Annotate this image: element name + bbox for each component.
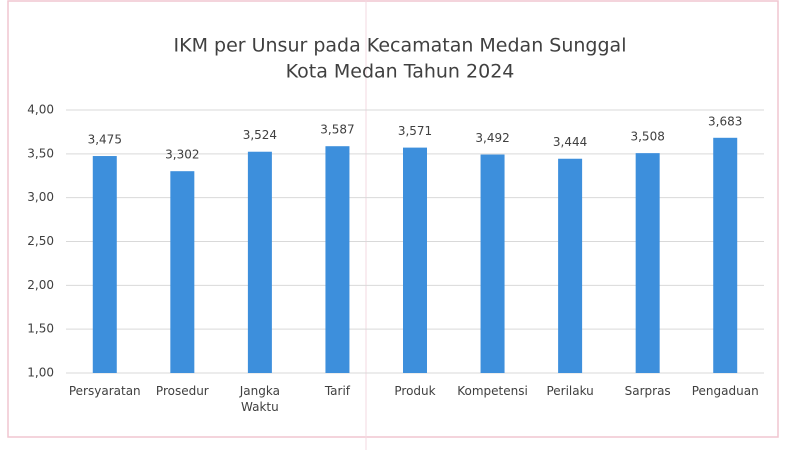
x-tick-label: Persyaratan [68, 384, 141, 398]
y-tick-label: 1,50 [27, 322, 54, 336]
value-label: 3,475 [88, 133, 122, 147]
bar [635, 153, 660, 373]
x-tick-label: Kompetensi [457, 384, 528, 398]
chart-title: Kota Medan Tahun 2024 [286, 61, 515, 83]
x-tick-label: Sarpras [624, 384, 671, 398]
value-label: 3,302 [165, 148, 199, 162]
bar [247, 151, 272, 373]
y-tick-label: 3,00 [27, 190, 54, 204]
bar [480, 154, 505, 373]
value-label: 3,444 [553, 135, 587, 149]
value-label: 3,587 [320, 123, 354, 137]
y-tick-label: 1,00 [27, 366, 54, 380]
bar [325, 146, 350, 373]
bar [92, 156, 117, 373]
x-tick-label: Pengaduan [691, 384, 759, 398]
x-tick-label: Tarif [324, 384, 351, 398]
x-tick-label: Jangka Waktu [239, 384, 280, 414]
y-tick-label: 4,00 [27, 103, 54, 117]
value-label: 3,683 [708, 114, 742, 128]
y-tick-label: 2,50 [27, 234, 54, 248]
bar [170, 171, 195, 373]
bar [558, 158, 583, 373]
chart-frame [7, 0, 779, 438]
y-tick-label: 2,00 [27, 278, 54, 292]
value-label: 3,492 [475, 131, 509, 145]
y-tick-label: 3,50 [27, 146, 54, 160]
chart-title: IKM per Unsur pada Kecamatan Medan Sungg… [174, 35, 627, 57]
x-tick-label: Produk [394, 384, 436, 398]
value-label: 3,571 [398, 124, 432, 138]
x-tick-label: Prosedur [155, 384, 209, 398]
value-label: 3,524 [243, 128, 277, 142]
bar [403, 147, 427, 373]
x-tick-label: Perilaku [546, 384, 594, 398]
value-label: 3,508 [630, 130, 664, 144]
bar [713, 137, 738, 373]
